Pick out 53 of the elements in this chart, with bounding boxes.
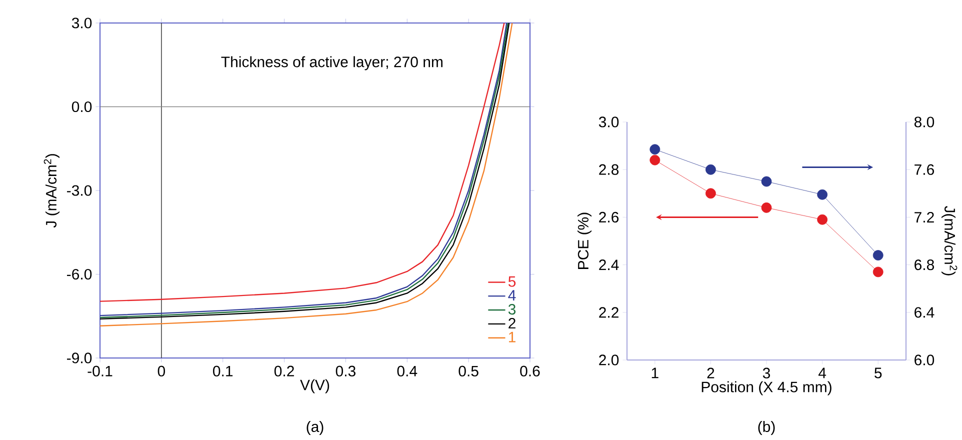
x-axis-title: Position (X 4.5 mm) — [702, 381, 832, 396]
legend-label: 2 — [508, 318, 516, 328]
y-axis-title: J (mA/cm$^{2}$) — [44, 154, 60, 228]
point — [872, 250, 884, 260]
legend-label: 5 — [508, 276, 516, 287]
point — [761, 202, 772, 213]
x-tick-label: -0.1 — [88, 366, 112, 376]
y-tick-label: 2.2 — [599, 307, 618, 318]
x-tick-label: 3 — [762, 368, 770, 378]
y-axis-title: PCE (%) — [578, 212, 592, 269]
annotation: Thickness of active layer; 270 nm — [221, 56, 442, 70]
point — [650, 154, 660, 166]
point — [650, 144, 660, 155]
x-tick-label: 4 — [818, 368, 826, 378]
y-tick-label: 2.0 — [599, 354, 619, 366]
x-axis-title: V(V) — [300, 379, 330, 394]
point — [817, 214, 828, 225]
x-tick-label: 0.3 — [336, 366, 356, 376]
legend-label: 3 — [508, 304, 516, 315]
x-tick-label: 5 — [874, 368, 882, 378]
x-tick-label: 0.1 — [213, 366, 233, 376]
x-tick-label: 0.4 — [397, 366, 418, 376]
point — [706, 188, 716, 199]
x-tick-label: 0 — [158, 366, 166, 376]
y-tick-label: 3.0 — [598, 116, 619, 128]
y2-tick-label: 7.2 — [914, 212, 934, 222]
y-tick-label: 0.0 — [72, 101, 92, 112]
point — [761, 176, 772, 187]
y2-tick-label: 6.0 — [914, 354, 934, 366]
legend-label: 1 — [508, 332, 516, 342]
y2-tick-label: 6.8 — [914, 259, 934, 270]
text: (b) — [758, 421, 775, 435]
point — [817, 189, 828, 200]
y-tick-label: -6.0 — [67, 268, 92, 280]
y-tick-label: 2.8 — [599, 164, 619, 175]
y-tick-label: -3.0 — [67, 185, 92, 196]
point — [706, 164, 716, 175]
legend-label: 4 — [508, 290, 516, 300]
y-tick-label: 3.0 — [72, 18, 92, 28]
y-tick-label: 2.6 — [599, 212, 619, 223]
text: (a) — [306, 421, 324, 435]
y2-tick-label: 6.4 — [914, 307, 934, 318]
x-tick-label: 0.6 — [520, 366, 540, 376]
x-tick-label: 0.5 — [458, 366, 478, 376]
x-tick-label: 0.2 — [274, 366, 294, 376]
y-tick-label: 2.4 — [599, 260, 619, 270]
y-tick-label: -9.0 — [67, 352, 92, 364]
x-tick-label: 1 — [652, 368, 658, 378]
point — [872, 266, 884, 278]
y2-axis-title: J(mA/cm$^{2}$) — [942, 206, 958, 276]
y2-tick-label: 7.6 — [914, 164, 934, 175]
y2-tick-label: 8.0 — [914, 116, 934, 128]
x-tick-label: 2 — [707, 368, 714, 378]
